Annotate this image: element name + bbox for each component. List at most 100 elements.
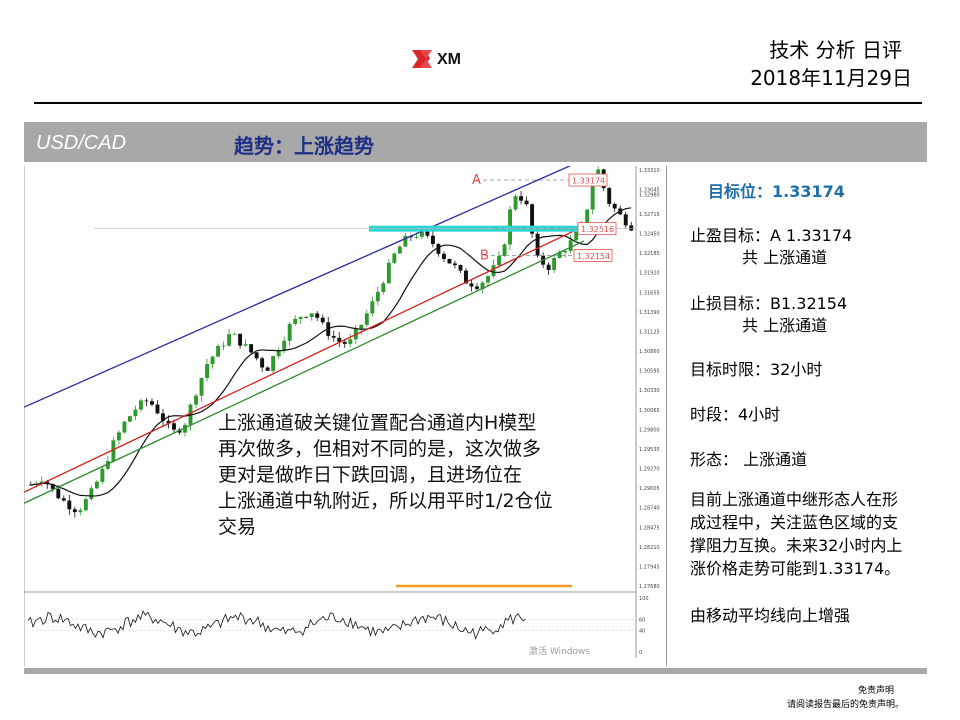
y-tick-label: 1.27945: [639, 564, 660, 570]
take-profit-label: 止盈目标：: [690, 226, 771, 245]
candle: [243, 344, 248, 346]
candle: [441, 253, 446, 259]
y-tick-label: 1.33045: [639, 188, 660, 194]
chart-annotation: 上涨通道破关键位置配合通道内H模型 再次做多，但相对不同的是，这次做多 更对是做…: [218, 410, 648, 540]
price-labels: 1.33174 A 1.32516 1.32154 B: [472, 173, 617, 263]
y-tick-label: 1.29535: [639, 447, 660, 453]
annotation-line: 上涨通道破关键位置配合通道内H模型: [218, 412, 537, 434]
candle: [155, 404, 160, 414]
candle: [67, 500, 72, 510]
candle: [453, 263, 457, 266]
candle: [105, 461, 110, 469]
candle: [265, 367, 270, 371]
price-label-box: [573, 249, 613, 262]
candle: [210, 356, 215, 365]
take-profit-value: A 1.33174: [770, 226, 853, 245]
candle: [590, 180, 595, 210]
candle: [260, 358, 265, 368]
candle: [403, 235, 408, 247]
header-divider: [34, 102, 922, 104]
y-tick-label: 1.33310: [639, 168, 660, 174]
candle: [414, 236, 419, 238]
oscillator-tick-label: 40: [639, 628, 645, 634]
candle: [568, 240, 573, 251]
candle: [39, 481, 44, 484]
disclaimer-text: 请阅读报告最后的免责声明。: [786, 700, 904, 710]
y-tick-label: 1.30595: [639, 369, 660, 375]
summary: 目前上涨通道中继形态人在形 成过程中，关注蓝色区域的支 撑阻力互换。未来32小时…: [690, 488, 938, 580]
lower-channel-line: [24, 240, 585, 504]
y-tick-label: 1.30065: [639, 408, 660, 414]
y-tick-label: 1.31390: [639, 310, 660, 316]
candle: [331, 335, 336, 338]
candle: [563, 250, 568, 253]
candle: [254, 352, 259, 359]
currency-pair: USD/CAD: [36, 132, 127, 154]
candle: [194, 395, 198, 405]
annotation-line: 上涨通道中轨附近，所以用平时1/2仓位: [218, 490, 553, 512]
oscillator-tick-label: 0: [639, 650, 642, 656]
summary-line: 撑阻力互换。未来32小时内上: [690, 536, 903, 555]
candle: [315, 313, 320, 318]
candle: [364, 313, 369, 325]
candle: [100, 468, 105, 482]
summary-line: 成过程中，关注蓝色区域的支: [690, 513, 899, 532]
ma-note: 由移动平均线向上增强: [690, 606, 851, 625]
candle: [524, 200, 529, 205]
candle: [480, 282, 485, 290]
y-tick-label: 1.29005: [639, 486, 660, 492]
candle: [293, 318, 298, 324]
candle: [111, 440, 116, 462]
candle: [430, 235, 435, 244]
candle: [287, 323, 292, 341]
candle: [530, 204, 535, 234]
price-label-value: 1.32516: [581, 225, 614, 234]
timeframe: 时段：4小时: [690, 405, 781, 424]
candle: [45, 481, 50, 485]
annotation-line: 交易: [218, 516, 257, 538]
candle: [172, 423, 176, 430]
disclaimer-title[interactable]: 免责声明: [857, 686, 894, 696]
price-label-value: 1.33174: [572, 177, 605, 186]
logo-text: XM: [437, 51, 461, 68]
take-profit-note: 共 上涨通道: [742, 248, 828, 267]
y-tick-label: 1.32715: [639, 212, 660, 218]
report-date: 2018年11月29日: [750, 66, 912, 90]
oscillator-line: [27, 610, 526, 640]
candle: [238, 333, 243, 346]
candle: [370, 301, 375, 314]
candle: [232, 333, 237, 335]
pattern: 形态： 上涨通道: [690, 450, 808, 469]
candle: [320, 317, 325, 323]
candle: [61, 498, 66, 501]
candle: [342, 341, 347, 344]
footer-bar: [24, 668, 927, 674]
candle: [166, 420, 171, 424]
candle: [486, 276, 490, 283]
price-label-letter: A: [472, 173, 481, 188]
candle: [127, 416, 132, 422]
pair-bar: [24, 122, 927, 162]
candle: [227, 334, 232, 346]
candle: [282, 340, 287, 351]
candle: [612, 203, 617, 209]
candle: [83, 499, 88, 511]
candle: [491, 265, 496, 277]
oscillator-tick-label: 100: [639, 596, 649, 602]
stop-loss-value: B1.32154: [770, 294, 848, 313]
candle: [585, 209, 590, 223]
y-tick-label: 1.28475: [639, 525, 660, 531]
candle: [425, 231, 430, 236]
price-label-box: [577, 222, 617, 236]
oscillator-tick-label: 60: [639, 618, 645, 624]
candle: [271, 356, 276, 371]
candle: [458, 265, 463, 271]
candle: [552, 257, 557, 270]
candle: [348, 339, 353, 344]
candle: [502, 244, 507, 256]
candle: [28, 484, 33, 486]
y-tick-label: 1.29270: [639, 467, 660, 473]
candle: [497, 255, 501, 266]
y-tick-label: 1.31655: [639, 290, 660, 296]
candle: [144, 400, 149, 402]
